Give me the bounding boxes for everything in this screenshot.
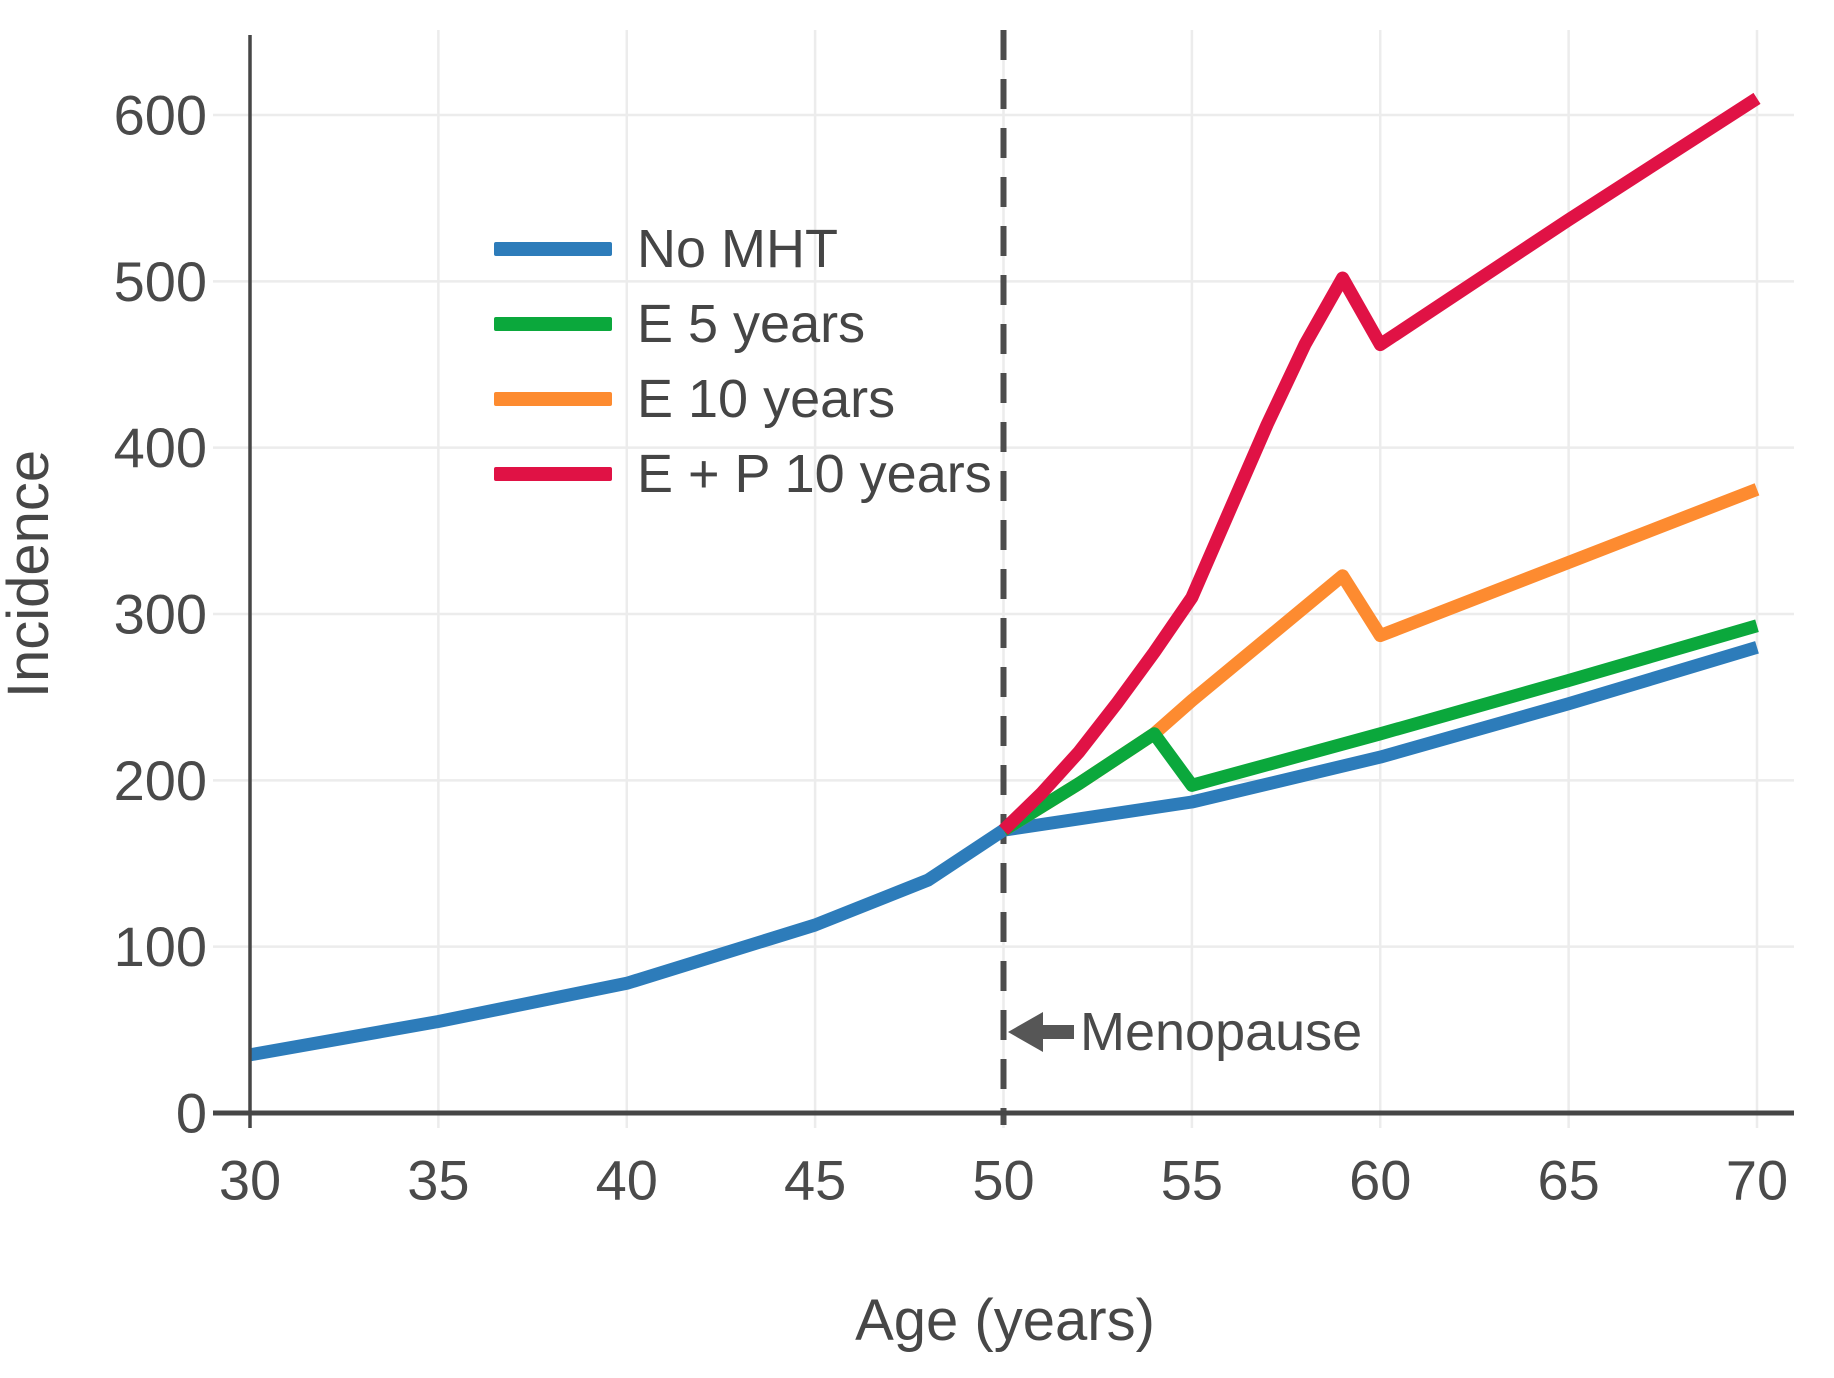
y-tick-label: 300 [114, 583, 207, 646]
left-arrow-icon [1008, 1012, 1074, 1052]
legend-label-e5: E 5 years [637, 294, 865, 354]
series-line-no-mht [248, 641, 1759, 1062]
x-tick-label: 60 [1349, 1149, 1411, 1212]
legend-label-ep10: E + P 10 years [637, 444, 992, 504]
y-axis-title: Incidence [0, 450, 61, 698]
menopause-label: Menopause [1080, 1002, 1362, 1062]
series-line-e-5-years [1000, 619, 1759, 836]
axes [213, 35, 1794, 1128]
x-axis-title: Age (years) [855, 1288, 1155, 1353]
legend-swatch-ep10 [494, 467, 612, 481]
x-tick-label: 40 [596, 1149, 658, 1212]
y-tick-label: 400 [114, 416, 207, 479]
menopause-annotation: Menopause [1008, 1002, 1362, 1062]
x-tick-label: 70 [1726, 1149, 1788, 1212]
legend-swatch-no-mht [494, 242, 612, 256]
x-tick-label: 30 [219, 1149, 281, 1212]
legend-label-e10: E 10 years [637, 369, 895, 429]
series-line-e-p-10-years [998, 92, 1761, 835]
y-tick-label: 0 [176, 1082, 207, 1145]
x-tick-label: 55 [1161, 1149, 1223, 1212]
legend-label-no-mht: No MHT [637, 219, 838, 279]
x-tick-label: 35 [407, 1149, 469, 1212]
legend: No MHT E 5 years E 10 years E + P 10 yea… [494, 219, 992, 504]
legend-swatch-e5 [494, 317, 612, 331]
y-tick-label: 100 [114, 915, 207, 978]
legend-swatch-e10 [494, 392, 612, 406]
y-tick-label: 500 [114, 250, 207, 313]
x-tick-label: 50 [972, 1149, 1034, 1212]
x-tick-label: 65 [1537, 1149, 1599, 1212]
y-tick-label: 200 [114, 749, 207, 812]
data-series [248, 92, 1761, 1062]
y-tick-label: 600 [114, 84, 207, 147]
tick-labels: 0 100 200 300 400 500 600 30 35 40 45 50 55 60 65 70 [114, 84, 1789, 1212]
x-tick-label: 45 [784, 1149, 846, 1212]
